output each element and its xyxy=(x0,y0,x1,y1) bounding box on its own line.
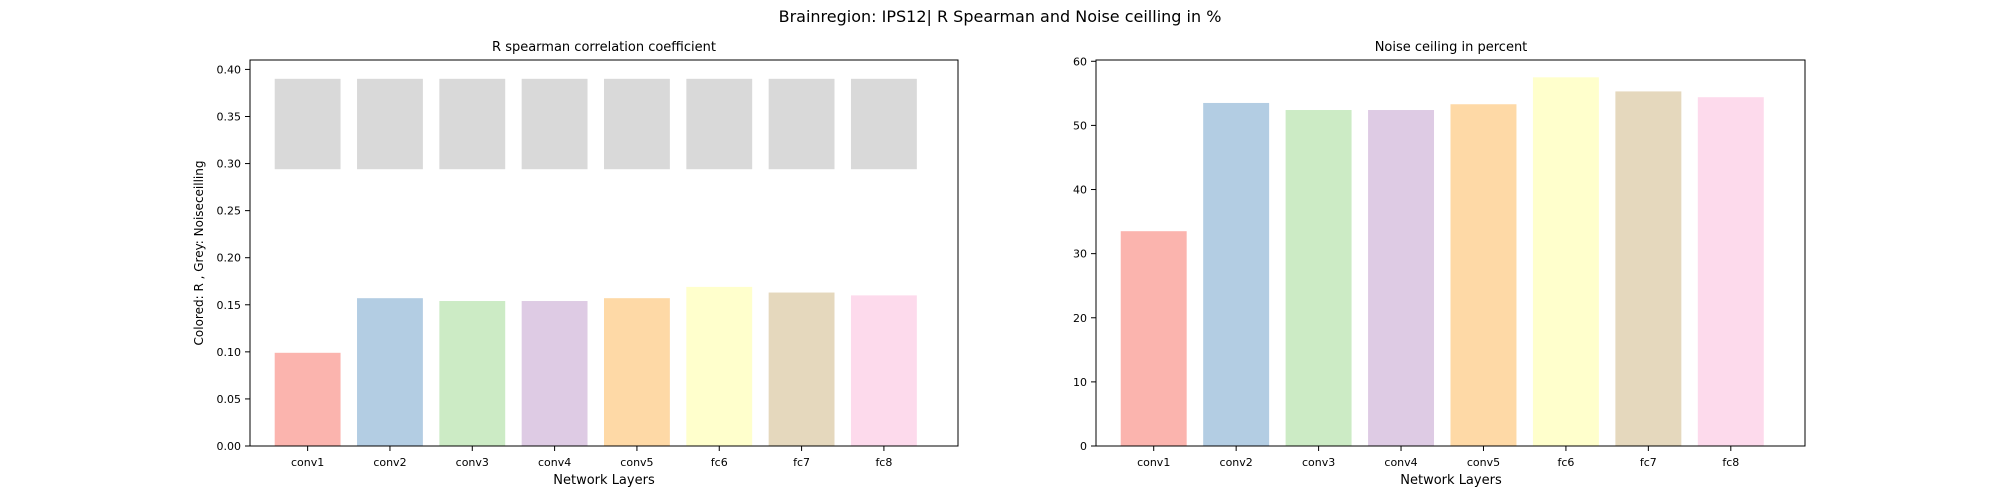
bar-fc7 xyxy=(1615,91,1682,446)
y-tick-label: 0.05 xyxy=(217,393,242,406)
x-tick-label: conv2 xyxy=(1220,456,1253,469)
x-tick-label: conv4 xyxy=(1384,456,1417,469)
x-tick-label: conv5 xyxy=(1467,456,1500,469)
y-tick-label: 40 xyxy=(1073,184,1087,197)
y-tick-label: 0.00 xyxy=(217,440,242,453)
x-tick-label: conv1 xyxy=(291,456,324,469)
y-tick-label: 0.20 xyxy=(217,252,242,265)
noise-ceiling-bar xyxy=(604,78,670,170)
x-tick-label: conv4 xyxy=(538,456,571,469)
y-tick-label: 0.35 xyxy=(217,110,242,123)
noise-ceiling-bar xyxy=(850,78,917,170)
bar-conv1 xyxy=(1120,231,1187,446)
plot-frame xyxy=(1095,59,1806,447)
y-tick-label: 30 xyxy=(1073,248,1087,261)
bar-conv4 xyxy=(1368,110,1435,446)
x-tick-label: fc6 xyxy=(1557,456,1574,469)
bar-conv2 xyxy=(357,298,423,446)
x-axis-label: Network Layers xyxy=(553,473,655,488)
bar-conv3 xyxy=(1285,110,1352,446)
bar-fc6 xyxy=(686,286,753,446)
y-tick-label: 10 xyxy=(1073,376,1087,389)
x-tick-label: conv5 xyxy=(620,456,653,469)
y-tick-label: 0.25 xyxy=(217,205,242,218)
chart-title: Noise ceiling in percent xyxy=(1375,40,1528,55)
bar-fc6 xyxy=(1532,77,1599,447)
y-tick-label: 0 xyxy=(1080,440,1087,453)
noise-ceiling-bar xyxy=(439,78,506,170)
x-tick-label: fc6 xyxy=(711,456,728,469)
y-tick-label: 0.15 xyxy=(217,299,242,312)
y-tick-label: 60 xyxy=(1073,55,1087,68)
chart-title: R spearman correlation coefficient xyxy=(492,40,716,55)
bar-fc8 xyxy=(850,295,917,446)
bar-conv2 xyxy=(1203,102,1270,446)
x-tick-label: conv2 xyxy=(373,456,406,469)
x-tick-label: fc7 xyxy=(1640,456,1657,469)
y-axis-label: Colored: R , Grey: Noiseceilling xyxy=(192,161,206,346)
x-tick-label: conv1 xyxy=(1137,456,1170,469)
x-tick-label: conv3 xyxy=(1302,456,1335,469)
noise-ceiling-bar xyxy=(686,78,753,170)
x-tick-label: fc7 xyxy=(793,456,810,469)
y-tick-label: 0.40 xyxy=(217,63,242,76)
bar-conv1 xyxy=(274,352,341,446)
bar-fc7 xyxy=(768,292,835,446)
x-tick-label: fc8 xyxy=(1722,456,1739,469)
noise-ceiling-bar xyxy=(768,78,835,170)
chart-r-spearman: R spearman correlation coefficient Color… xyxy=(192,40,959,488)
bar-conv5 xyxy=(1450,104,1517,446)
bar-conv5 xyxy=(604,298,670,446)
plot-frame xyxy=(249,59,959,447)
bar-conv3 xyxy=(439,301,506,446)
figure-title: Brainregion: IPS12| R Spearman and Noise… xyxy=(779,7,1222,26)
y-tick-label: 50 xyxy=(1073,119,1087,132)
bar-conv4 xyxy=(521,301,588,446)
noise-ceiling-bar xyxy=(521,78,588,170)
x-tick-label: conv3 xyxy=(456,456,489,469)
x-axis-label: Network Layers xyxy=(1400,473,1502,488)
noise-ceiling-bar xyxy=(357,78,423,170)
y-tick-label: 0.30 xyxy=(217,158,242,171)
chart-noise-ceiling: Noise ceiling in percent Network Layers … xyxy=(1073,40,1806,488)
y-tick-label: 20 xyxy=(1073,312,1087,325)
y-tick-label: 0.10 xyxy=(217,346,242,359)
noise-ceiling-bar xyxy=(274,78,341,170)
x-tick-label: fc8 xyxy=(875,456,892,469)
bar-fc8 xyxy=(1697,97,1764,447)
